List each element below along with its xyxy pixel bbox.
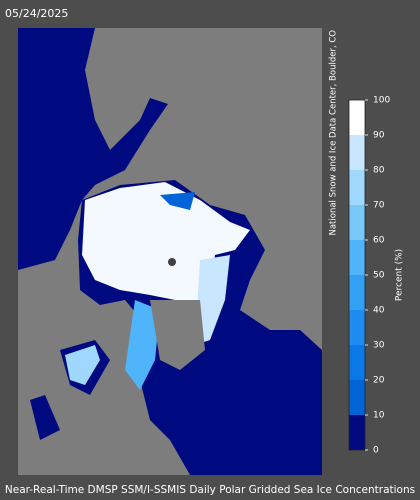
colorbar-swatch <box>349 415 365 450</box>
colorbar-swatch <box>349 275 365 310</box>
pole-hole <box>168 258 176 266</box>
colorbar-tick-label: 100 <box>373 96 390 106</box>
colorbar-tick-label: 40 <box>373 306 385 316</box>
colorbar-label: Percent (%) <box>395 249 405 301</box>
colorbar-swatch <box>349 345 365 380</box>
pacific-ocean <box>18 28 168 270</box>
baffin-ice <box>125 300 160 390</box>
colorbar-swatch <box>349 240 365 275</box>
colorbar-tick-label: 0 <box>373 446 379 456</box>
colorbar-swatch <box>349 310 365 345</box>
colorbar-tick-label: 10 <box>373 411 385 421</box>
map <box>18 28 322 475</box>
greenland <box>150 300 205 370</box>
colorbar-swatch <box>349 100 365 135</box>
date: 05/24/2025 <box>5 7 68 20</box>
colorbar-tick-label: 30 <box>373 341 385 351</box>
sea-ice-edge <box>195 255 230 345</box>
colorbar-swatch <box>349 170 365 205</box>
colorbar-swatch <box>349 205 365 240</box>
colorbar-swatch <box>349 380 365 415</box>
credit: National Snow and Ice Data Center, Bould… <box>329 30 339 236</box>
colorbar-tick-label: 60 <box>373 236 385 246</box>
polynya <box>160 192 195 210</box>
colorbar-tick-label: 70 <box>373 201 385 211</box>
colorbar-tick-label: 20 <box>373 376 385 386</box>
colorbar-swatch <box>349 135 365 170</box>
colorbar: 0 10 20 30 40 50 60 70 80 90 100 <box>348 96 390 456</box>
caption: Near-Real-Time DMSP SSM/I-SSMIS Daily Po… <box>5 484 415 496</box>
colorbar-tick-label: 80 <box>373 166 385 176</box>
colorbar-tick-label: 50 <box>373 271 385 281</box>
hudson-ice <box>65 345 100 385</box>
baltic-sea <box>30 395 60 440</box>
colorbar-tick-label: 90 <box>373 131 385 141</box>
